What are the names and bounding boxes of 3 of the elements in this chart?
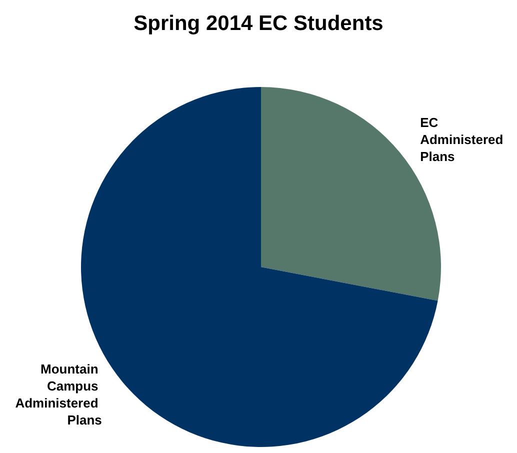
slice-label: EC Administered Plans [420, 115, 507, 164]
chart-title: Spring 2014 EC Students [134, 12, 384, 35]
slice-label: Mountain Campus Administered Plans [15, 361, 102, 428]
